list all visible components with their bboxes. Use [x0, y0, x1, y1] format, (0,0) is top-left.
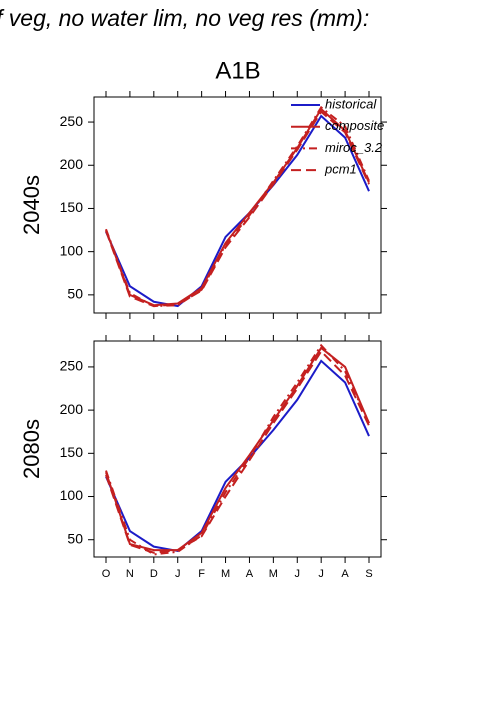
- y-tick-label: 200: [60, 156, 84, 172]
- legend-label: historical: [325, 96, 377, 111]
- y-tick-label: 100: [60, 487, 84, 503]
- y-tick-label: 150: [60, 199, 84, 215]
- series-line: [105, 349, 370, 554]
- y-tick-label: 250: [60, 113, 84, 129]
- x-tick-label: J: [318, 568, 324, 580]
- y-tick-label: 250: [60, 358, 84, 374]
- x-tick-label: A: [341, 568, 349, 580]
- y-axis-label: 2040s: [19, 175, 44, 235]
- y-axis-label: 2080s: [19, 419, 44, 479]
- x-tick-label: J: [175, 568, 181, 580]
- plot-frame: [93, 340, 382, 558]
- y-tick-label: 150: [60, 444, 84, 460]
- x-tick-label: D: [150, 568, 158, 580]
- legend-label: miroc_3.2: [325, 140, 383, 155]
- x-tick-label: S: [365, 568, 372, 580]
- series-line: [105, 114, 370, 308]
- legend-label: pcm1: [324, 162, 357, 177]
- y-tick-label: 100: [60, 242, 84, 258]
- legend-label: composite: [325, 118, 384, 133]
- chart-subtitle: A1B: [215, 57, 260, 84]
- y-tick-label: 200: [60, 401, 84, 417]
- x-tick-label: M: [269, 568, 278, 580]
- plot-frame: [93, 96, 382, 314]
- y-tick-label: 50: [67, 286, 83, 302]
- series-line: [105, 110, 370, 308]
- x-tick-label: A: [246, 568, 254, 580]
- x-tick-label: J: [295, 568, 301, 580]
- chart-title: f veg, no water lim, no veg res (mm):: [0, 5, 369, 31]
- x-tick-label: M: [221, 568, 230, 580]
- x-tick-label: O: [102, 568, 111, 580]
- x-tick-label: F: [198, 568, 205, 580]
- series-line: [105, 359, 370, 553]
- y-tick-label: 50: [67, 530, 83, 546]
- x-tick-label: N: [126, 568, 134, 580]
